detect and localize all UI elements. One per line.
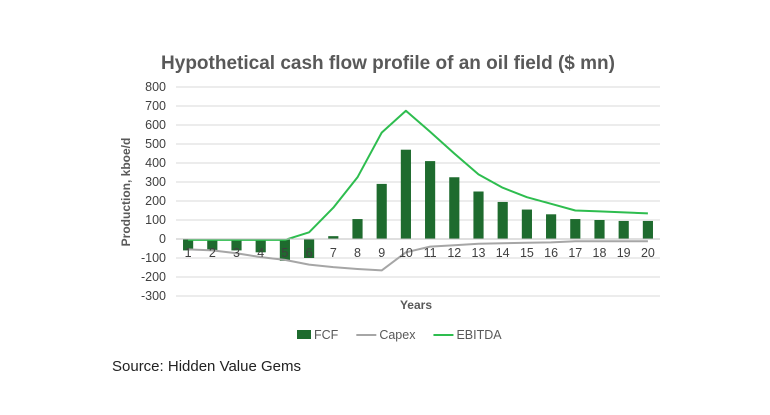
legend-label-capex: Capex xyxy=(379,328,416,342)
legend-label-ebitda: EBITDA xyxy=(456,328,502,342)
x-tick-label: 3 xyxy=(233,246,240,260)
x-tick-label: 15 xyxy=(520,246,534,260)
fcf-bar xyxy=(207,239,218,251)
series-lines xyxy=(188,109,648,272)
fcf-bar xyxy=(328,236,339,239)
fcf-bar xyxy=(449,177,460,239)
y-tick-label: 300 xyxy=(145,175,166,189)
fcf-bar xyxy=(570,219,581,239)
x-tick-label: 5 xyxy=(281,246,288,260)
fcf-bar xyxy=(618,220,629,239)
x-tick-label: 19 xyxy=(617,246,631,260)
fcf-bar xyxy=(255,239,266,253)
fcf-bar xyxy=(473,191,484,239)
legend-label-fcf: FCF xyxy=(314,328,339,342)
source-note: Source: Hidden Value Gems xyxy=(112,358,301,375)
fcf-bar xyxy=(425,161,436,239)
fcf-bar xyxy=(304,239,315,258)
fcf-bar xyxy=(183,239,194,251)
y-tick-label: 800 xyxy=(145,80,166,94)
capex-line xyxy=(188,240,648,272)
y-tick-label: 200 xyxy=(145,194,166,208)
x-tick-label: 9 xyxy=(378,246,385,260)
gridlines xyxy=(176,86,660,297)
y-tick-label: -300 xyxy=(141,289,166,303)
y-tick-label: 0 xyxy=(159,232,166,246)
fcf-bar xyxy=(521,209,532,239)
x-tick-label: 12 xyxy=(447,246,461,260)
y-axis-label: Production, kboe/d xyxy=(119,138,133,247)
y-tick-label: 700 xyxy=(145,99,166,113)
y-tick-label: -100 xyxy=(141,251,166,265)
fcf-bar xyxy=(642,220,653,239)
y-tick-label: -200 xyxy=(141,270,166,284)
x-tick-label: 17 xyxy=(568,246,582,260)
fcf-bar xyxy=(594,220,605,239)
x-tick-label: 11 xyxy=(424,246,437,260)
fcf-bar xyxy=(376,183,387,239)
x-tick-label: 6 xyxy=(306,246,313,260)
x-tick-label: 8 xyxy=(354,246,361,260)
fcf-bars xyxy=(183,149,653,261)
x-axis-label: Years xyxy=(400,298,432,312)
fcf-bar xyxy=(497,201,508,239)
x-tick-label: 1 xyxy=(185,246,192,260)
legend-swatch-fcf xyxy=(297,330,311,339)
x-tick-label: 2 xyxy=(209,246,216,260)
fcf-bar xyxy=(546,214,557,239)
y-tick-label: 600 xyxy=(145,118,166,132)
x-tick-label: 4 xyxy=(257,246,264,260)
x-tick-label: 13 xyxy=(472,246,486,260)
x-tick-label: 16 xyxy=(544,246,558,260)
fcf-bar xyxy=(400,149,411,239)
x-tick-label: 20 xyxy=(641,246,655,260)
legend: FCF Capex EBITDA xyxy=(297,328,502,342)
y-tick-label: 500 xyxy=(145,137,166,151)
fcf-bar xyxy=(231,239,242,251)
chart-title: Hypothetical cash flow profile of an oil… xyxy=(161,53,615,74)
y-tick-label: 100 xyxy=(145,213,166,227)
x-tick-label: 14 xyxy=(496,246,510,260)
x-tick-label: 10 xyxy=(399,246,413,260)
fcf-bar xyxy=(279,239,290,261)
fcf-bar xyxy=(352,219,363,239)
x-tick-label: 7 xyxy=(330,246,337,260)
y-tick-label: 400 xyxy=(145,156,166,170)
ebitda-line xyxy=(188,109,648,241)
x-tick-label: 18 xyxy=(593,246,607,260)
